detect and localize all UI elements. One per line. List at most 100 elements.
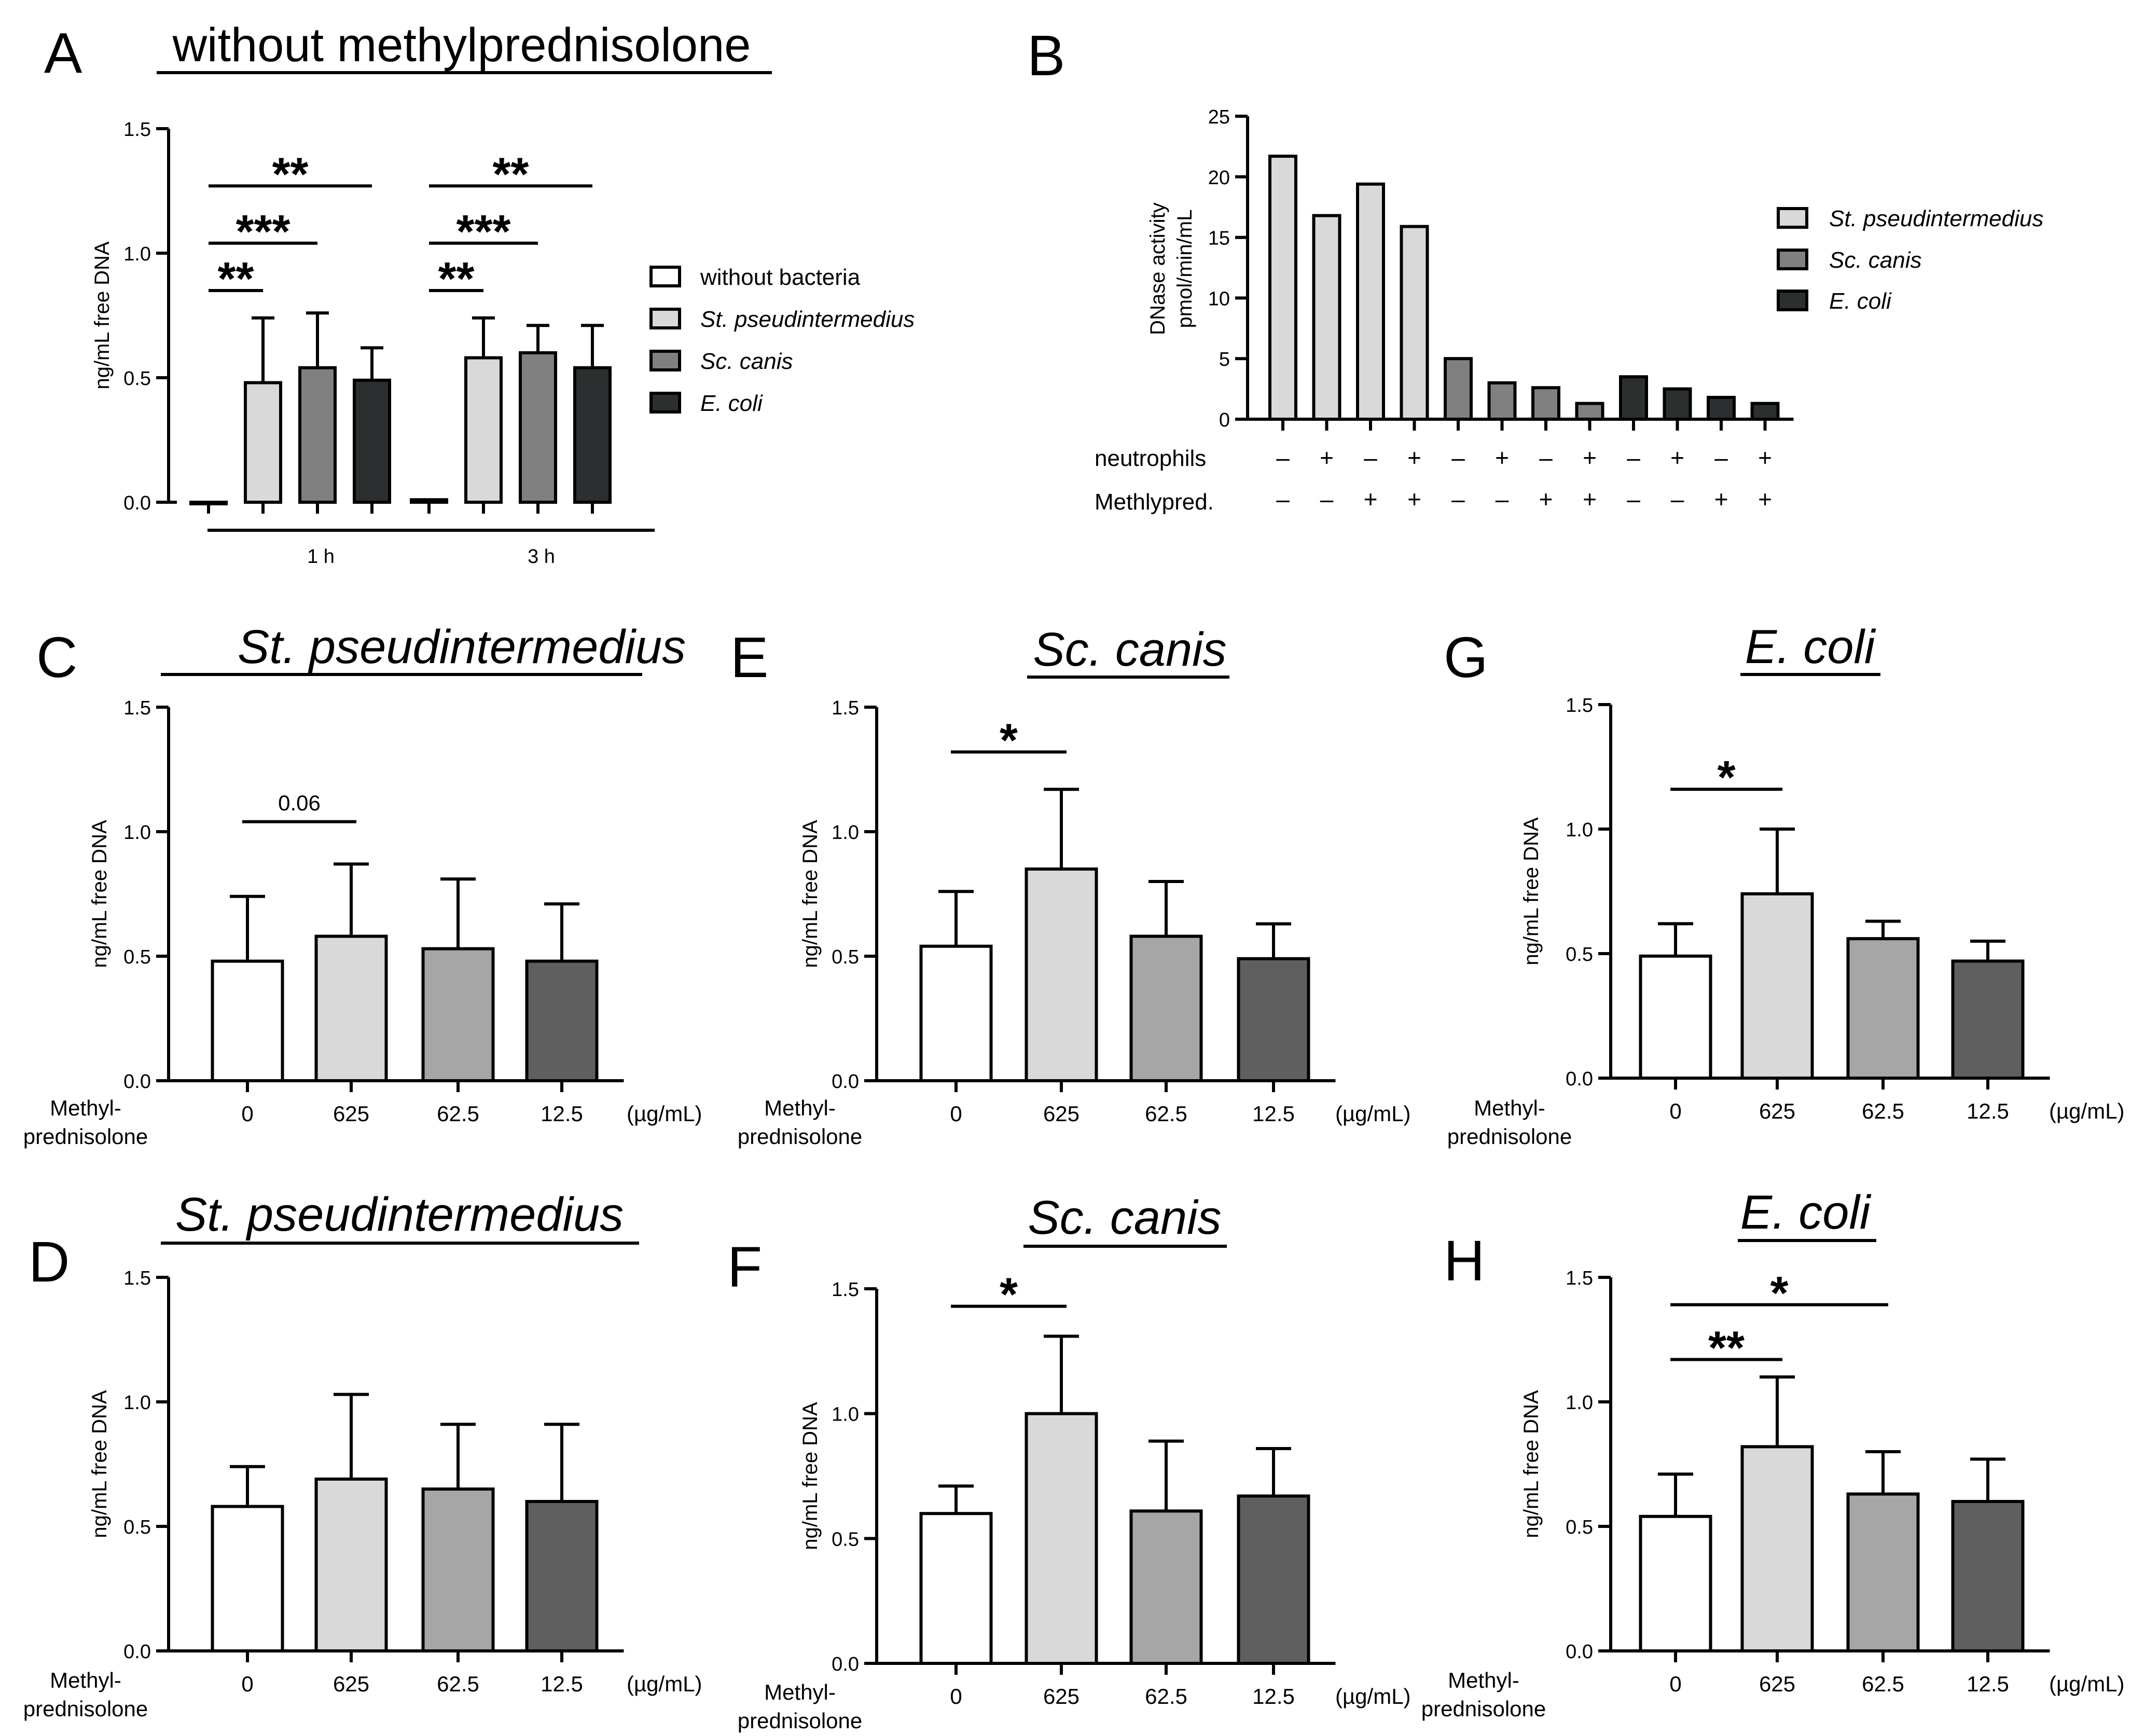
panel-g-bar-0 (1639, 954, 1712, 1080)
panel-d-category-label: 625 (333, 1672, 369, 1696)
panel-f-y-tick-label: 0.0 (832, 1654, 859, 1675)
panel-label-h: H (1444, 1229, 1485, 1293)
panel-g-category-label: 625 (1759, 1099, 1795, 1123)
panel-b-methylpred-sign: + (1364, 486, 1378, 513)
panel-c-bar-62-5 (421, 947, 495, 1082)
panel-c-category-label: 625 (333, 1101, 369, 1126)
panel-c-significance-label: 0.06 (278, 791, 321, 815)
panel-a-legend-swatch (649, 392, 681, 414)
panel-f-category-label: 12.5 (1252, 1684, 1295, 1709)
panel-g-bar-12-5 (1951, 959, 2025, 1080)
panel-b-neutrophils-sign: – (1539, 444, 1553, 471)
panel-c-x-label-line2: prednisolone (23, 1124, 148, 1149)
panel-b-neutrophils-sign: + (1583, 444, 1597, 471)
panel-label-c: C (36, 626, 77, 690)
panel-g-y-tick-label: 0.5 (1566, 944, 1593, 966)
panel-a-y-tick-label: 1.5 (123, 119, 151, 141)
panel-b-bar (1707, 395, 1736, 421)
panel-g-title: E. coli (1745, 621, 1876, 673)
panel-a-group-label: 1 h (307, 546, 335, 568)
panel-d-bar-0 (211, 1505, 284, 1653)
panel-a-legend-label: Sc. canis (700, 349, 793, 374)
panel-b-methylpred-sign: – (1627, 486, 1640, 513)
panel-e-y-tick-label: 1.0 (832, 822, 859, 844)
panel-b-methylpred-sign: – (1496, 486, 1509, 513)
panel-a-y-axis-label: ng/mL free DNA (91, 241, 114, 390)
panel-e-bar-625 (1025, 867, 1098, 1082)
panel-a-significance-label: ** (217, 253, 254, 305)
panel-label-g: G (1444, 626, 1488, 690)
panel-h-y-tick-label: 0.0 (1566, 1641, 1593, 1663)
panel-a-bar-stpseudintermedius (244, 381, 282, 504)
panel-a-y-tick-label: 0.5 (123, 368, 151, 390)
panel-a-significance-label: ** (272, 148, 308, 200)
panel-g-bar-62-5 (1846, 937, 1920, 1080)
panel-e-x-label-line1: Methyl- (764, 1096, 836, 1120)
panel-h-bar-625 (1740, 1445, 1814, 1652)
panel-b-y-tick-label: 25 (1208, 106, 1230, 128)
panel-a-bar-ecoli (353, 378, 391, 504)
panel-c-category-label: 0 (241, 1101, 253, 1126)
panel-b-methylpred-sign: – (1276, 486, 1290, 513)
panel-b-bar (1444, 357, 1473, 421)
panel-b-methylpred-sign: – (1671, 486, 1684, 513)
panel-d-category-label: 0 (241, 1672, 253, 1696)
panel-f-bar-62-5 (1129, 1509, 1203, 1665)
panel-c-title: St. pseudintermedius (238, 621, 686, 673)
panel-b-neutrophils-sign: + (1670, 444, 1684, 471)
panel-b-methylpred-sign: – (1451, 486, 1465, 513)
panel-h-unit-label: (µg/mL) (2049, 1672, 2125, 1696)
panel-b-legend-label: St. pseudintermedius (1829, 206, 2043, 231)
panel-h-significance-label: ** (1708, 1322, 1745, 1374)
panel-h-x-label-line1: Methyl- (1448, 1668, 1519, 1692)
panel-b-y-tick-label: 0 (1219, 409, 1230, 431)
panel-b-bar (1663, 387, 1692, 421)
panel-a-bar-ecoli (573, 366, 612, 504)
panel-h-category-label: 12.5 (1967, 1672, 2009, 1696)
panel-h-bar-12-5 (1951, 1500, 2025, 1652)
panel-b-methylpred-sign: + (1714, 486, 1728, 513)
panel-h-y-tick-label: 1.5 (1566, 1267, 1593, 1289)
panel-b-neutrophils-sign: + (1407, 444, 1421, 471)
panel-c: C St. pseudintermedius 0.0 0.5 1.0 1.5 ng/mL f… (23, 621, 702, 1149)
panel-f-bar-0 (919, 1512, 993, 1665)
panel-f-x-label-line1: Methyl- (764, 1680, 836, 1704)
panel-b-neutrophils-sign: – (1364, 444, 1377, 471)
panel-b-bar (1575, 402, 1604, 421)
panel-c-bar-12-5 (525, 959, 599, 1082)
panel-b-bar (1400, 225, 1429, 421)
panel-b-legend-swatch (1777, 207, 1808, 229)
panel-f-title: Sc. canis (1028, 1191, 1221, 1244)
panel-b-row-label-neutrophils: neutrophils (1095, 446, 1206, 471)
panel-a-y-tick-label: 1.0 (123, 243, 151, 265)
panel-label-d: D (29, 1230, 70, 1294)
panel-b-neutrophils-sign: + (1758, 444, 1772, 471)
panel-a-legend-swatch (649, 308, 681, 329)
panel-b-y-tick-label: 10 (1208, 288, 1230, 310)
panel-d-x-label-line2: prednisolone (23, 1697, 148, 1721)
panel-d-y-axis-label: ng/mL free DNA (88, 1390, 111, 1538)
panel-b-bar (1531, 386, 1560, 421)
panel-a-group-label: 3 h (528, 546, 555, 568)
panel-a-significance-label: *** (456, 206, 510, 258)
panel-h-bar-0 (1639, 1514, 1712, 1653)
panel-d-bar-12-5 (525, 1500, 599, 1652)
panel-f-unit-label: (µg/mL) (1335, 1684, 1411, 1709)
panel-a-legend-swatch (649, 350, 681, 371)
panel-b-bar (1750, 402, 1780, 421)
panel-g-category-label: 12.5 (1967, 1099, 2009, 1123)
panel-b-bar (1312, 214, 1341, 421)
panel-f-y-axis-label: ng/mL free DNA (799, 1402, 822, 1550)
panel-b-methylpred-sign: – (1320, 486, 1334, 513)
panel-d-x-label-line1: Methyl- (50, 1668, 121, 1692)
panel-h-y-tick-label: 1.0 (1566, 1392, 1593, 1414)
panel-h: H E. coli 0.0 0.5 1.0 1.5 ng/mL free DNA 0 625 62… (1421, 1186, 2125, 1721)
panel-a-bar-withoutbacteria (410, 498, 448, 504)
panel-f: F Sc. canis 0.0 0.5 1.0 1.5 ng/mL free DNA 0 625… (727, 1191, 1411, 1733)
panel-b-bar (1356, 182, 1385, 421)
panel-c-unit-label: (µg/mL) (627, 1101, 702, 1126)
panel-b-methylpred-sign: + (1583, 486, 1597, 513)
panel-g: G E. coli 0.0 0.5 1.0 1.5 ng/mL free DNA 0 625 62… (1444, 621, 2125, 1149)
panel-f-category-label: 62.5 (1145, 1684, 1187, 1709)
